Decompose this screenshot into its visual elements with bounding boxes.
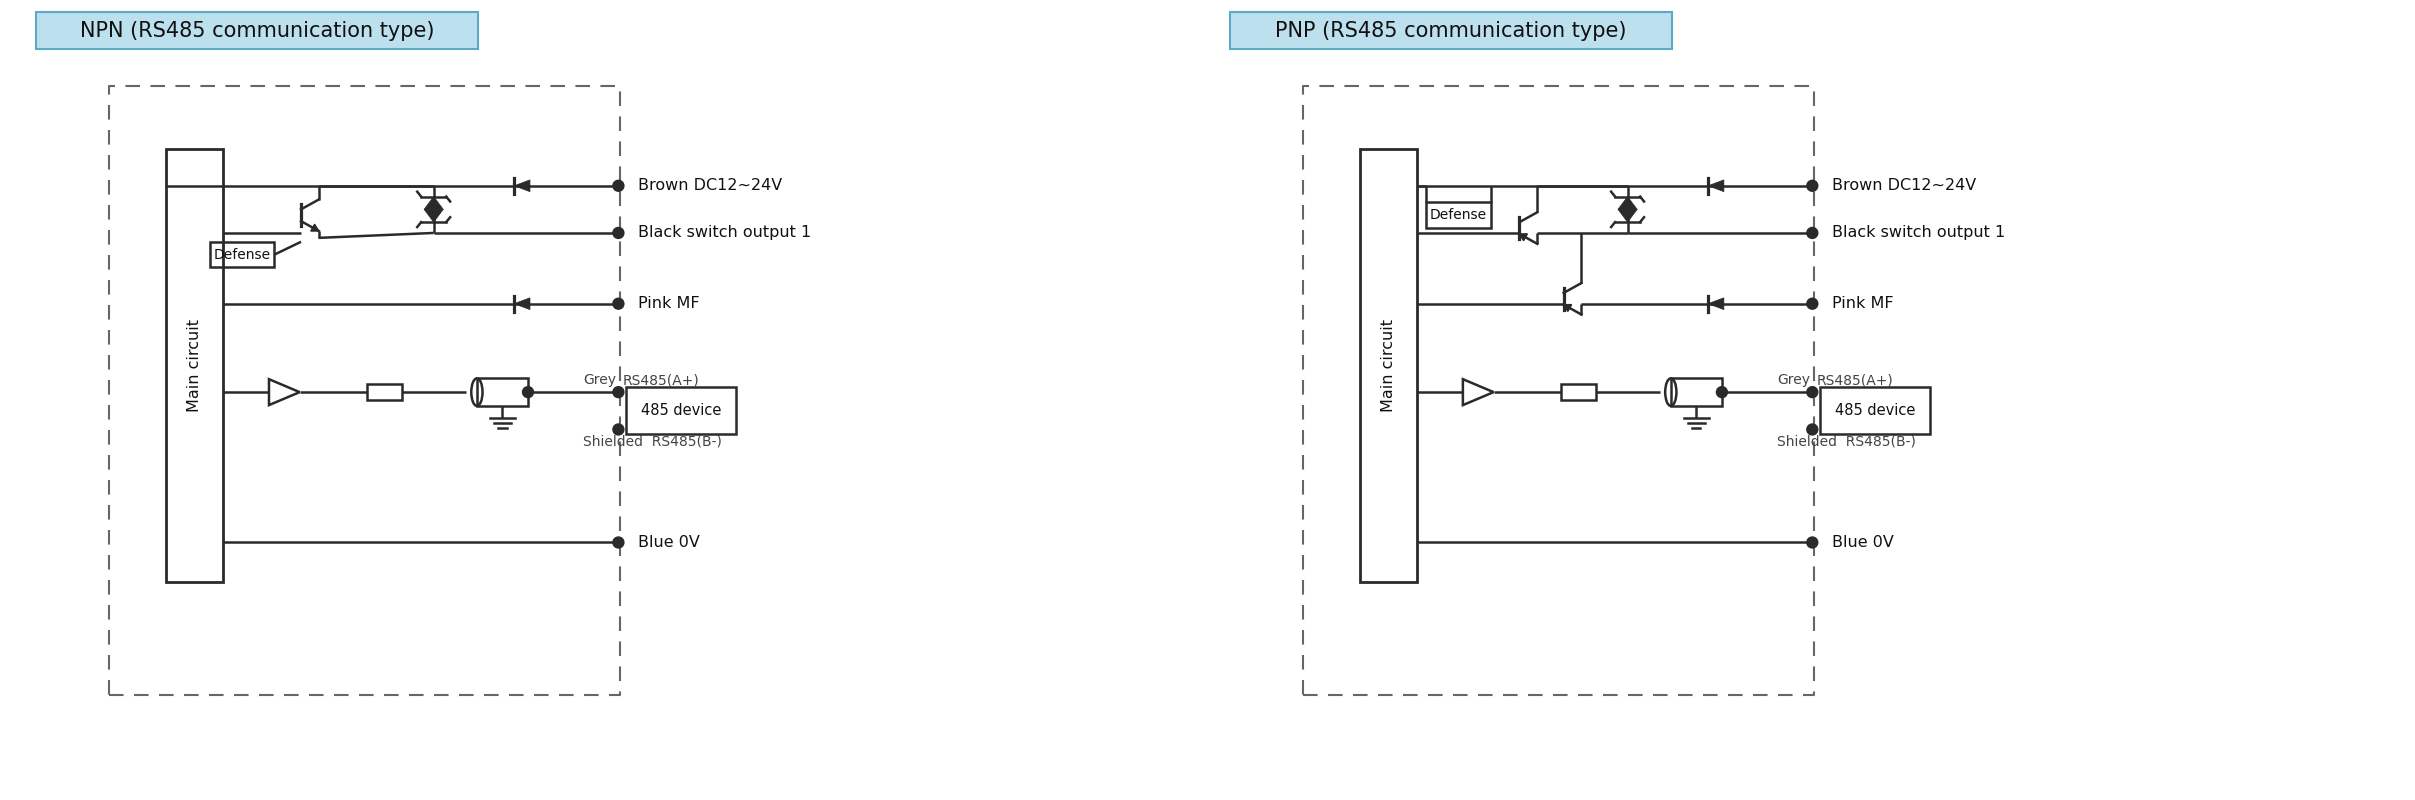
Text: PNP (RS485 communication type): PNP (RS485 communication type) (1275, 21, 1625, 41)
Text: Main circuit: Main circuit (1381, 319, 1396, 412)
Circle shape (613, 425, 623, 434)
Bar (625, 387, 737, 434)
Polygon shape (1707, 180, 1724, 192)
Bar (210, 242, 275, 267)
Polygon shape (1563, 305, 1572, 311)
Text: Main circuit: Main circuit (188, 319, 203, 412)
Polygon shape (514, 180, 529, 192)
Circle shape (1717, 387, 1727, 397)
Circle shape (524, 387, 534, 397)
Bar (1821, 387, 1930, 434)
Bar (1671, 378, 1722, 406)
Bar (367, 384, 403, 400)
Circle shape (1806, 228, 1816, 238)
Text: 485 device: 485 device (1835, 403, 1915, 418)
Circle shape (613, 181, 623, 190)
Text: Pink MF: Pink MF (1833, 296, 1893, 311)
Text: Black switch output 1: Black switch output 1 (1833, 226, 2004, 241)
Polygon shape (425, 197, 444, 210)
Polygon shape (1707, 298, 1724, 310)
Circle shape (1806, 298, 1816, 309)
Polygon shape (1618, 197, 1637, 210)
Text: 485 device: 485 device (640, 403, 722, 418)
Text: Brown DC12~24V: Brown DC12~24V (638, 178, 782, 194)
Circle shape (613, 298, 623, 309)
Text: Black switch output 1: Black switch output 1 (638, 226, 811, 241)
Bar (36, 12, 478, 49)
Text: Defense: Defense (1430, 208, 1488, 222)
Polygon shape (425, 210, 444, 222)
Circle shape (1806, 538, 1816, 547)
Text: Blue 0V: Blue 0V (1833, 535, 1893, 550)
Polygon shape (312, 224, 319, 231)
Text: Grey: Grey (1777, 374, 1809, 387)
Polygon shape (1618, 210, 1637, 222)
Text: Brown DC12~24V: Brown DC12~24V (1833, 178, 1975, 194)
Text: RS485(A+): RS485(A+) (623, 374, 698, 387)
Polygon shape (1519, 234, 1526, 241)
Bar (167, 150, 222, 582)
Text: Pink MF: Pink MF (638, 296, 700, 311)
Circle shape (613, 387, 623, 397)
Text: Grey: Grey (582, 374, 616, 387)
Bar (1229, 12, 1671, 49)
Text: NPN (RS485 communication type): NPN (RS485 communication type) (80, 21, 435, 41)
Polygon shape (514, 298, 529, 310)
Text: RS485(A+): RS485(A+) (1816, 374, 1893, 387)
Bar (1560, 384, 1596, 400)
Text: Shielded  RS485(B-): Shielded RS485(B-) (1777, 434, 1915, 448)
Text: Defense: Defense (213, 247, 270, 262)
Text: Blue 0V: Blue 0V (638, 535, 700, 550)
Circle shape (1806, 181, 1816, 190)
Circle shape (1806, 425, 1816, 434)
Circle shape (613, 228, 623, 238)
Bar (1360, 150, 1418, 582)
Text: Shielded  RS485(B-): Shielded RS485(B-) (582, 434, 722, 448)
Circle shape (613, 538, 623, 547)
Bar (1427, 202, 1490, 228)
Circle shape (1806, 387, 1816, 397)
Bar (476, 378, 529, 406)
